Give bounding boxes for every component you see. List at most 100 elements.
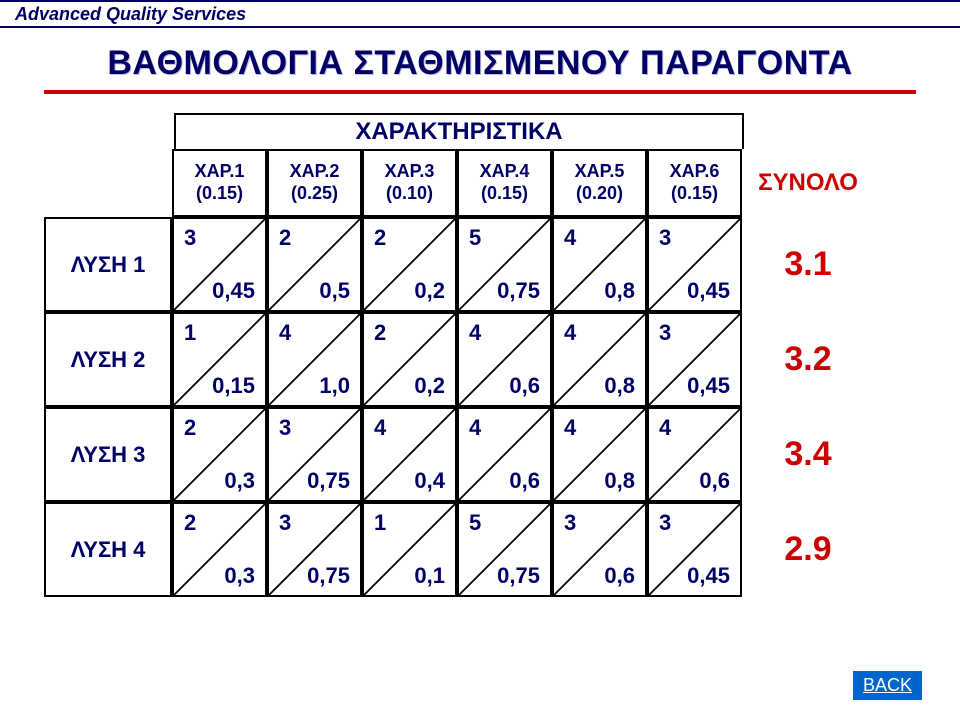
weighted-score: 0,75 [307, 468, 350, 494]
column-header: ΧΑΡ.4(0.15) [457, 149, 552, 217]
weighted-score: 0,5 [319, 278, 350, 304]
score-cell: 50,75 [457, 217, 552, 312]
row-label: ΛΥΣΗ 2 [44, 312, 172, 407]
column-weight: (0.15) [481, 183, 528, 205]
weighted-score: 0,4 [414, 468, 445, 494]
row-label: ΛΥΣΗ 1 [44, 217, 172, 312]
raw-score: 5 [469, 225, 481, 251]
back-button[interactable]: BACK [853, 671, 922, 700]
column-name: ΧΑΡ.5 [575, 161, 625, 183]
raw-score: 4 [469, 320, 481, 346]
score-cell: 40,6 [457, 312, 552, 407]
total-header: ΣΥΝΟΛΟ [742, 149, 874, 217]
score-cell: 20,5 [267, 217, 362, 312]
row-total: 3.1 [742, 217, 874, 312]
weighted-score: 0,45 [212, 278, 255, 304]
weighted-score: 0,45 [687, 278, 730, 304]
score-cell: 40,6 [457, 407, 552, 502]
column-header: ΧΑΡ.2(0.25) [267, 149, 362, 217]
characteristics-header: ΧΑΡΑΚΤΗΡΙΣΤΙΚΑ [174, 113, 744, 149]
header-strip: Advanced Quality Services [0, 0, 960, 28]
raw-score: 4 [374, 415, 386, 441]
column-weight: (0.10) [386, 183, 433, 205]
column-name: ΧΑΡ.4 [480, 161, 530, 183]
score-cell: 40,8 [552, 217, 647, 312]
weighted-score: 0,3 [224, 468, 255, 494]
weighted-score: 0,6 [509, 373, 540, 399]
column-header: ΧΑΡ.5(0.20) [552, 149, 647, 217]
score-cell: 20,2 [362, 217, 457, 312]
raw-score: 3 [279, 415, 291, 441]
score-cell: 20,3 [172, 502, 267, 597]
row-label: ΛΥΣΗ 4 [44, 502, 172, 597]
weighted-score: 0,75 [497, 563, 540, 589]
score-cell: 20,3 [172, 407, 267, 502]
score-cell: 50,75 [457, 502, 552, 597]
score-cell: 30,75 [267, 502, 362, 597]
score-cell: 30,45 [647, 217, 742, 312]
raw-score: 3 [659, 320, 671, 346]
raw-score: 4 [564, 320, 576, 346]
weighted-score: 0,2 [414, 278, 445, 304]
column-header: ΧΑΡ.6(0.15) [647, 149, 742, 217]
score-cell: 30,45 [647, 312, 742, 407]
weighted-score: 0,8 [604, 373, 635, 399]
column-weight: (0.15) [196, 183, 243, 205]
weighted-score: 0,2 [414, 373, 445, 399]
raw-score: 3 [279, 510, 291, 536]
score-cell: 30,45 [172, 217, 267, 312]
raw-score: 3 [659, 510, 671, 536]
weighted-score: 0,8 [604, 278, 635, 304]
weighted-score: 0,3 [224, 563, 255, 589]
weighted-score: 0,75 [497, 278, 540, 304]
raw-score: 3 [564, 510, 576, 536]
weighted-score: 0,6 [604, 563, 635, 589]
raw-score: 2 [184, 510, 196, 536]
score-cell: 10,1 [362, 502, 457, 597]
score-cell: 40,8 [552, 407, 647, 502]
raw-score: 2 [279, 225, 291, 251]
column-name: ΧΑΡ.1 [195, 161, 245, 183]
raw-score: 1 [184, 320, 196, 346]
row-label: ΛΥΣΗ 3 [44, 407, 172, 502]
score-cell: 41,0 [267, 312, 362, 407]
title-underline [44, 90, 916, 94]
raw-score: 4 [564, 415, 576, 441]
raw-score: 3 [184, 225, 196, 251]
column-weight: (0.20) [576, 183, 623, 205]
weighted-score: 0,75 [307, 563, 350, 589]
weighted-score: 0,1 [414, 563, 445, 589]
weighted-score: 0,15 [212, 373, 255, 399]
score-cell: 40,8 [552, 312, 647, 407]
raw-score: 3 [659, 225, 671, 251]
score-cell: 30,45 [647, 502, 742, 597]
weighted-score: 0,8 [604, 468, 635, 494]
raw-score: 4 [469, 415, 481, 441]
page-title: ΒΑΘΜΟΛΟΓΙΑ ΣΤΑΘΜΙΣΜΕΝΟΥ ΠΑΡΑΓΟΝΤΑ [0, 44, 960, 83]
weighted-score: 0,45 [687, 563, 730, 589]
score-cell: 30,6 [552, 502, 647, 597]
column-header: ΧΑΡ.3(0.10) [362, 149, 457, 217]
column-name: ΧΑΡ.3 [385, 161, 435, 183]
score-cell: 10,15 [172, 312, 267, 407]
column-header: ΧΑΡ.1(0.15) [172, 149, 267, 217]
raw-score: 2 [184, 415, 196, 441]
column-weight: (0.25) [291, 183, 338, 205]
score-cell: 20,2 [362, 312, 457, 407]
row-total: 3.2 [742, 312, 874, 407]
raw-score: 5 [469, 510, 481, 536]
score-cell: 40,6 [647, 407, 742, 502]
weighted-score: 0,6 [699, 468, 730, 494]
score-cell: 40,4 [362, 407, 457, 502]
raw-score: 4 [564, 225, 576, 251]
weighted-score: 0,45 [687, 373, 730, 399]
column-name: ΧΑΡ.2 [290, 161, 340, 183]
company-name: Advanced Quality Services [15, 4, 246, 25]
column-weight: (0.15) [671, 183, 718, 205]
weighted-score: 1,0 [319, 373, 350, 399]
raw-score: 4 [659, 415, 671, 441]
raw-score: 2 [374, 320, 386, 346]
column-name: ΧΑΡ.6 [670, 161, 720, 183]
raw-score: 4 [279, 320, 291, 346]
row-total: 3.4 [742, 407, 874, 502]
